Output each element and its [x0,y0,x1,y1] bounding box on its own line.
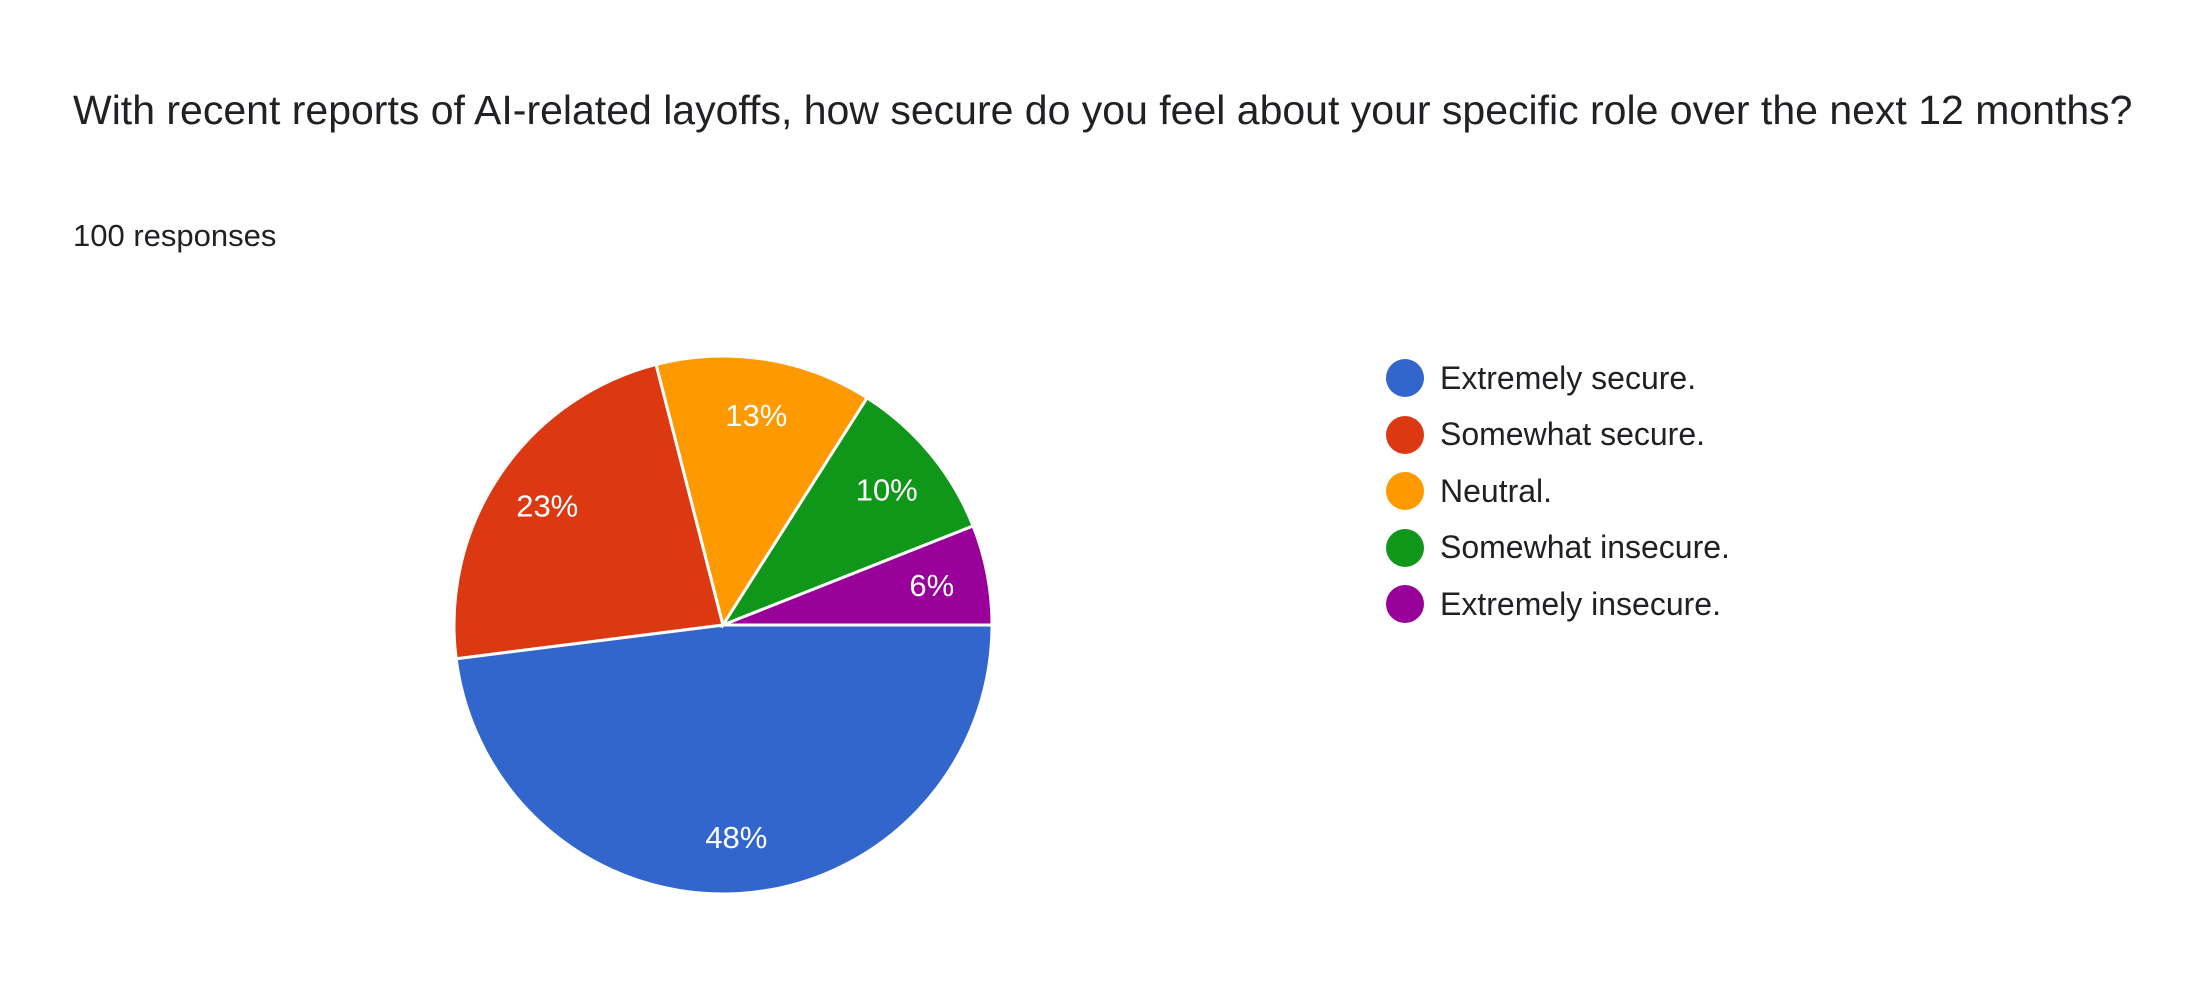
legend-item[interactable]: Extremely secure. [1386,350,1730,407]
legend-swatch [1386,585,1424,624]
legend-swatch [1386,472,1424,511]
legend-item[interactable]: Somewhat insecure. [1386,520,1730,577]
legend-label: Extremely secure. [1440,359,1697,396]
slice-label: 13% [725,398,787,433]
pie-slice-2[interactable] [654,354,870,629]
slice-label: 10% [856,473,918,508]
slice-label: 23% [516,489,578,524]
pie-slice-4[interactable] [722,524,994,627]
slice-label: 6% [909,568,954,603]
legend-label: Extremely insecure. [1440,585,1721,622]
pie-slice-3[interactable] [719,395,976,629]
legend-item[interactable]: Somewhat secure. [1386,407,1730,464]
slice-label: 48% [705,820,767,855]
question-title: With recent reports of AI-related layoff… [73,87,2133,133]
legend-label: Neutral. [1440,472,1553,509]
pie-slice-1[interactable] [452,362,725,661]
legend-label: Somewhat insecure. [1440,529,1730,566]
legend-item[interactable]: Extremely insecure. [1386,576,1730,633]
pie-slice-0[interactable] [454,623,994,896]
response-count: 100 responses [73,218,277,253]
legend-item[interactable]: Neutral. [1386,463,1730,520]
legend: Extremely secure. Somewhat secure. Neutral… [1386,350,1730,633]
legend-swatch [1386,359,1424,398]
legend-swatch [1386,528,1424,567]
legend-swatch [1386,415,1424,454]
legend-label: Somewhat secure. [1440,416,1706,453]
